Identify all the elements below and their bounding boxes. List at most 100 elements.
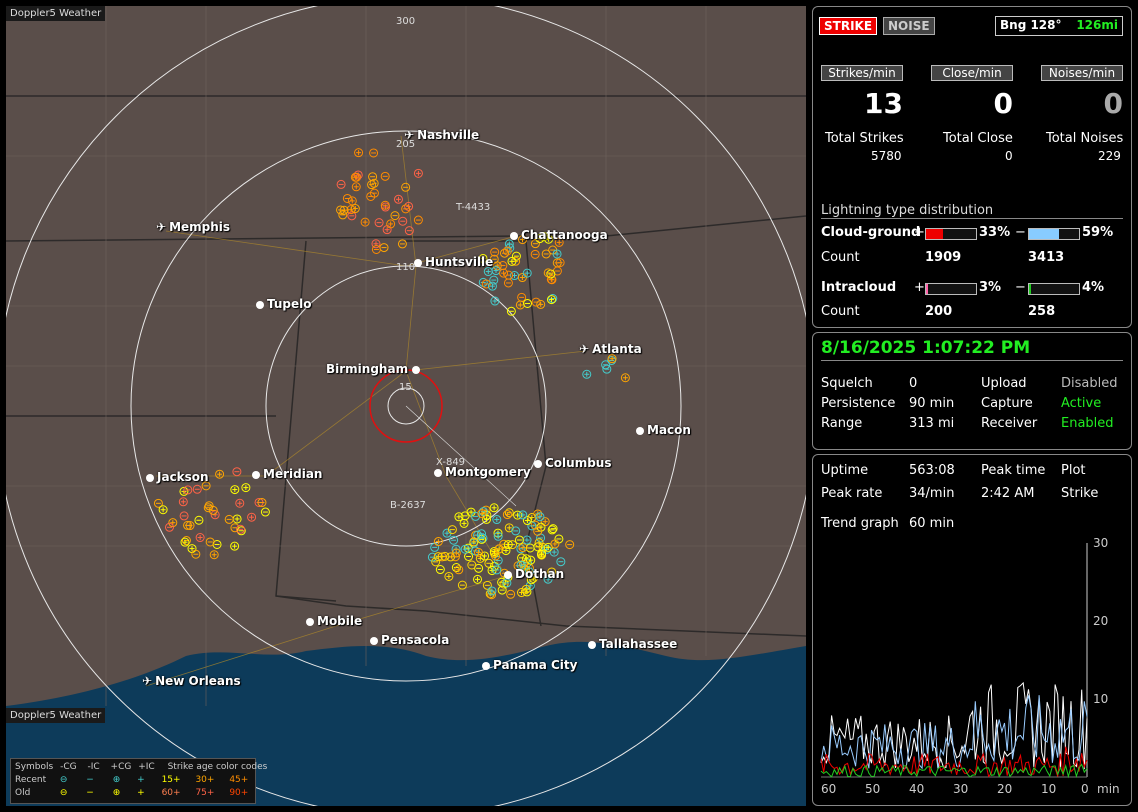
strike-symbol	[355, 149, 363, 157]
city-dot-icon	[510, 232, 518, 240]
airport-icon: ✈	[404, 128, 414, 142]
city-label: Chattanooga	[521, 228, 608, 242]
age-recent-2: 30+	[195, 775, 214, 785]
noise-indicator[interactable]: NOISE	[883, 17, 935, 35]
city-label: Atlanta	[592, 342, 642, 356]
city-dot-icon	[370, 637, 378, 645]
trend-line-intracloud	[821, 764, 1087, 777]
strike-symbol	[337, 180, 345, 188]
strike-symbol	[261, 508, 269, 516]
city-dot-icon	[414, 259, 422, 267]
radar-map[interactable]: Doppler5 Weather 300 205 110 15 T-4433 X…	[6, 6, 806, 806]
strike-symbol	[532, 298, 540, 306]
strike-symbol	[398, 240, 406, 248]
peak-rate-value: 34/min	[909, 486, 954, 501]
total-strikes-label: Total Strikes	[825, 131, 904, 146]
city-nashville: ✈ Nashville	[404, 128, 479, 142]
x-unit: min	[1097, 782, 1120, 796]
strike-symbol	[436, 566, 444, 574]
cg-negative-count: 3413	[1028, 250, 1064, 265]
strike-symbol	[504, 279, 512, 287]
city-mobile: Mobile	[306, 614, 362, 628]
trend-graph-value: 60 min	[909, 516, 954, 531]
x-tick-60: 60	[821, 782, 836, 796]
trend-graph: 30 20 10 60 50 40 30 20 10 0 min	[813, 535, 1131, 803]
range-label: Range	[821, 416, 862, 431]
strike-symbol	[468, 561, 476, 569]
y-tick-20: 20	[1093, 614, 1108, 628]
city-macon: Macon	[636, 423, 691, 437]
y-tick-10: 10	[1093, 692, 1108, 706]
plot-label: Plot	[1061, 463, 1086, 478]
strike-symbol	[542, 250, 550, 258]
pos-ic-recent-icon: +	[137, 775, 145, 785]
settings-panel: 8/16/2025 1:07:22 PM Squelch 0 Upload Di…	[812, 332, 1132, 450]
strike-symbol	[387, 220, 395, 228]
total-close: 0	[1005, 149, 1013, 163]
strike-symbol	[505, 509, 513, 517]
city-label: Nashville	[417, 128, 479, 142]
neg-cg-old-icon: ⊖	[60, 788, 68, 798]
strike-symbol	[193, 485, 201, 493]
city-dot-icon	[534, 460, 542, 468]
strike-symbol	[380, 244, 388, 252]
city-dot-icon	[146, 474, 154, 482]
legend-recent-label: Recent	[15, 775, 57, 785]
strike-symbol	[206, 538, 214, 546]
strike-symbol	[527, 556, 535, 564]
x-tick-30: 30	[953, 782, 968, 796]
strike-symbol	[381, 172, 389, 180]
strike-symbol	[566, 541, 574, 549]
city-dot-icon	[482, 662, 490, 670]
neg-ic-old-icon: −	[86, 788, 94, 798]
city-label: Tallahassee	[599, 637, 677, 651]
map-footer-label: Doppler5 Weather	[6, 708, 105, 723]
persistence-value: 90 min	[909, 396, 954, 411]
strike-symbol	[455, 566, 463, 574]
persistence-label: Persistence	[821, 396, 895, 411]
strike-symbol	[348, 197, 356, 205]
strike-symbol	[474, 575, 482, 583]
strike-symbol	[192, 550, 200, 558]
strike-symbol	[351, 205, 359, 213]
strike-symbol	[370, 149, 378, 157]
strike-symbol	[583, 370, 591, 378]
strike-symbol	[551, 540, 559, 548]
city-label: Pensacola	[381, 633, 449, 647]
bearing-distance: 126mi	[1076, 18, 1118, 32]
strike-symbol	[434, 538, 442, 546]
x-tick-40: 40	[909, 782, 924, 796]
distribution-title: Lightning type distribution	[821, 203, 993, 218]
strike-symbol	[518, 274, 526, 282]
city-label: Columbus	[545, 456, 612, 470]
strike-symbol	[544, 269, 552, 277]
trend-panel: Uptime 563:08 Peak time Plot Peak rate 3…	[812, 454, 1132, 806]
x-tick-20: 20	[997, 782, 1012, 796]
strike-symbol	[231, 486, 239, 494]
strike-symbol	[445, 572, 453, 580]
age-recent-1: 15+	[162, 775, 181, 785]
plot-value: Strike	[1061, 486, 1098, 501]
total-strikes: 5780	[871, 149, 902, 163]
strike-symbol	[523, 517, 531, 525]
airport-icon: ✈	[156, 220, 166, 234]
strike-symbol	[181, 538, 189, 546]
close-per-min-header: Close/min	[931, 65, 1013, 81]
strike-symbol	[431, 543, 439, 551]
strike-symbol	[196, 534, 204, 542]
strike-symbol	[505, 271, 513, 279]
cg-negative-pct: 59%	[1082, 225, 1113, 240]
upload-label: Upload	[981, 376, 1027, 391]
y-tick-30: 30	[1093, 536, 1108, 550]
strikes-per-min: 13	[821, 87, 903, 120]
strike-symbol	[515, 536, 523, 544]
city-label: Tupelo	[267, 297, 312, 311]
strike-indicator[interactable]: STRIKE	[819, 17, 877, 35]
age-old-3: 90+	[229, 788, 248, 798]
city-label: Montgomery	[445, 465, 531, 479]
age-old-2: 75+	[195, 788, 214, 798]
squelch-value: 0	[909, 376, 917, 391]
total-noises-label: Total Noises	[1046, 131, 1123, 146]
strike-symbol	[512, 527, 520, 535]
city-label: Panama City	[493, 658, 577, 672]
